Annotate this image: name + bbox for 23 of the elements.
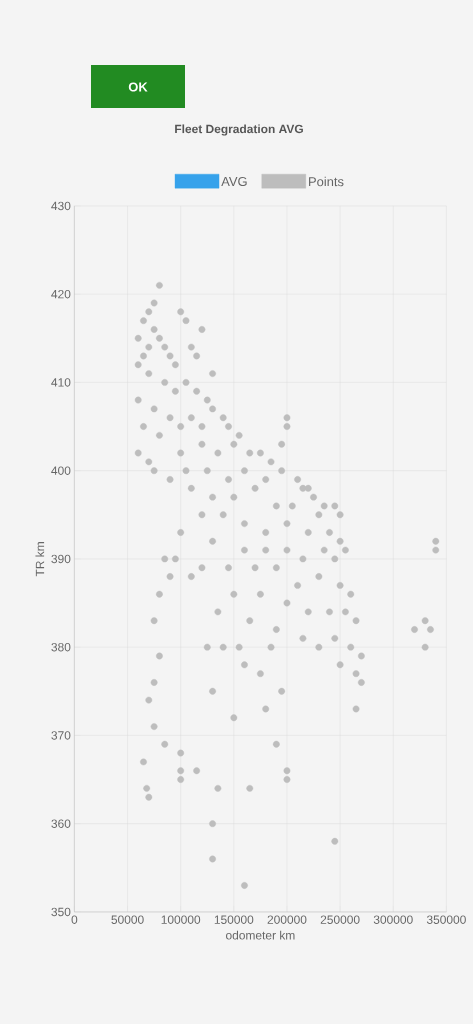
legend-label: Points [309,176,344,187]
legend-label: AVG [221,176,247,187]
x-tick-label: 250000 [320,915,360,924]
text: OK [128,82,148,92]
x-tick-label: 0 [71,915,78,924]
y-tick-label: 350 [51,907,71,917]
y-axis-title: TR km [35,542,45,577]
x-tick-label: 100000 [161,915,201,924]
y-tick-label: 390 [51,554,71,564]
y-tick-label: 420 [51,289,71,299]
x-tick-label: 300000 [373,915,413,924]
y-tick-label: 380 [51,642,71,652]
y-tick-label: 370 [51,731,71,740]
x-tick-label: 150000 [214,915,254,924]
x-tick-label: 350000 [426,915,466,924]
y-tick-label: 400 [51,466,71,475]
x-tick-label: 200000 [267,915,307,924]
y-tick-label: 360 [51,819,71,828]
chart-title: Fleet Degradation AVG [175,124,303,136]
y-tick-label: 410 [51,378,71,387]
y-tick-label: 430 [51,201,71,211]
x-axis-title: odometer km [226,930,295,940]
x-tick-label: 50000 [111,915,144,924]
